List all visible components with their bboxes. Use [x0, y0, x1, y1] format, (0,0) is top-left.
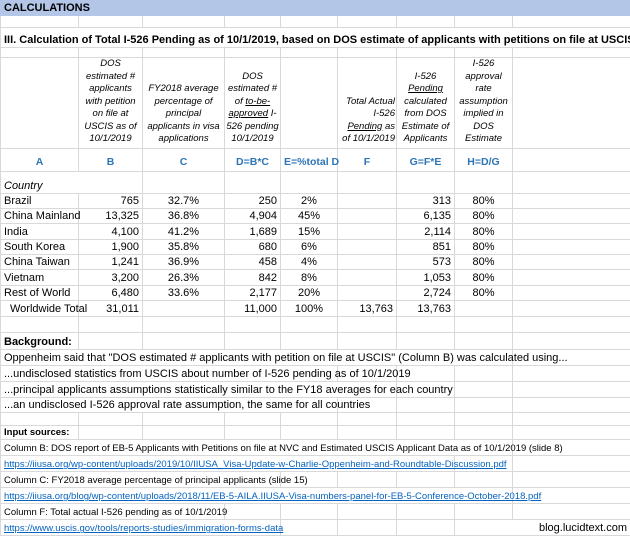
watermark: blog.lucidtext.com: [455, 520, 630, 536]
cell-country: Vietnam: [1, 270, 79, 285]
header-f: Total Actual I-526 Pending as of 10/1/20…: [338, 58, 397, 149]
col-letter: E=%total D: [281, 148, 338, 171]
cell-h: 80%: [455, 285, 513, 300]
cell-h: 80%: [455, 208, 513, 223]
header-b: DOS estimated # applicants with petition…: [79, 58, 143, 149]
cell-f: [338, 239, 397, 254]
cell-c: 35.8%: [143, 239, 225, 254]
cell-g: 2,114: [397, 224, 455, 239]
col-letter: G=F*E: [397, 148, 455, 171]
cell-e: 20%: [281, 285, 338, 300]
cell-f: [338, 285, 397, 300]
background-line: Oppenheim said that "DOS estimated # app…: [1, 350, 513, 366]
col-letter: B: [79, 148, 143, 171]
background-line: ...an undisclosed I-526 approval rate as…: [1, 398, 338, 413]
cell-b: 4,100: [79, 224, 143, 239]
source-c-link[interactable]: https://iiusa.org/blog/wp-content/upload…: [4, 491, 541, 502]
cell-h: 80%: [455, 193, 513, 208]
cell-d: 250: [225, 193, 281, 208]
background-line: ...principal applicants assumptions stat…: [1, 382, 397, 398]
cell-g: 2,724: [397, 285, 455, 300]
cell-c: 33.6%: [143, 285, 225, 300]
source-b-text: Column B: DOS report of EB-5 Applicants …: [1, 440, 513, 456]
cell-g: 1,053: [397, 270, 455, 285]
cell-h: 80%: [455, 224, 513, 239]
cell-e: 2%: [281, 193, 338, 208]
cell-country: South Korea: [1, 239, 79, 254]
col-letter: C: [143, 148, 225, 171]
cell-g: 573: [397, 255, 455, 270]
source-f-text: Column F: Total actual I-526 pending as …: [1, 504, 225, 520]
cell-g: 6,135: [397, 208, 455, 223]
background-line: ...undisclosed statistics from USCIS abo…: [1, 366, 338, 382]
cell-f: [338, 193, 397, 208]
cell-f: [338, 270, 397, 285]
cell-f: [338, 208, 397, 223]
header-d: DOS estimated # of to-be-approved I-526 …: [225, 58, 281, 149]
background-label: Background:: [1, 333, 79, 350]
cell-b: 3,200: [79, 270, 143, 285]
cell-c: 32.7%: [143, 193, 225, 208]
cell-e: 15%: [281, 224, 338, 239]
cell-c: 36.9%: [143, 255, 225, 270]
cell-c: 41.2%: [143, 224, 225, 239]
cell-d: 4,904: [225, 208, 281, 223]
cell-e: 6%: [281, 239, 338, 254]
cell-country: China Mainland: [1, 208, 79, 223]
cell-country: India: [1, 224, 79, 239]
col-letter: F: [338, 148, 397, 171]
cell-f: [338, 255, 397, 270]
header-h: I-526 approval rate assumption implied i…: [455, 58, 513, 149]
header-c: FY2018 average percentage of principal a…: [143, 58, 225, 149]
cell-c: 26.3%: [143, 270, 225, 285]
cell-e: 45%: [281, 208, 338, 223]
cell-d: 458: [225, 255, 281, 270]
cell-h: 80%: [455, 270, 513, 285]
cell-e: 4%: [281, 255, 338, 270]
cell-d: 680: [225, 239, 281, 254]
source-b-link[interactable]: https://iiusa.org/wp-content/uploads/201…: [4, 459, 507, 470]
country-label: Country: [1, 171, 143, 193]
cell-country: China Taiwan: [1, 255, 79, 270]
cell-country: Brazil: [1, 193, 79, 208]
cell-b: 1,241: [79, 255, 143, 270]
sheet-title: CALCULATIONS: [1, 1, 630, 16]
sources-label: Input sources:: [1, 426, 79, 440]
cell-e: 8%: [281, 270, 338, 285]
header-g: I-526 Pending calculated from DOS Estima…: [397, 58, 455, 149]
total-row: Worldwide Total 31,011 11,000 100% 13,76…: [1, 301, 630, 317]
col-letter: D=B*C: [225, 148, 281, 171]
col-letter: H=D/G: [455, 148, 513, 171]
cell-d: 842: [225, 270, 281, 285]
source-c-text: Column C: FY2018 average percentage of p…: [1, 472, 281, 488]
cell-b: 13,325: [79, 208, 143, 223]
cell-g: 851: [397, 239, 455, 254]
cell-h: 80%: [455, 255, 513, 270]
cell-b: 6,480: [79, 285, 143, 300]
cell-b: 1,900: [79, 239, 143, 254]
cell-g: 313: [397, 193, 455, 208]
source-f-link[interactable]: https://www.uscis.gov/tools/reports-stud…: [4, 523, 283, 534]
cell-d: 1,689: [225, 224, 281, 239]
cell-c: 36.8%: [143, 208, 225, 223]
section-heading: III. Calculation of Total I-526 Pending …: [1, 28, 630, 48]
cell-f: [338, 224, 397, 239]
cell-country: Rest of World: [1, 285, 79, 300]
cell-b: 765: [79, 193, 143, 208]
cell-h: 80%: [455, 239, 513, 254]
col-letter: A: [1, 148, 79, 171]
cell-d: 2,177: [225, 285, 281, 300]
